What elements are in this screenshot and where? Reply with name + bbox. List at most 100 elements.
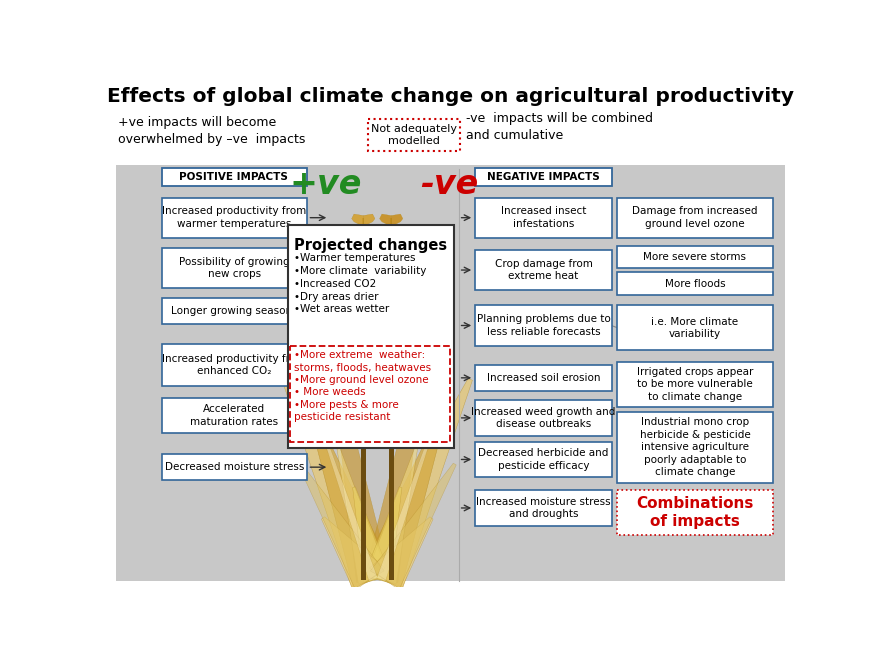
Polygon shape [363,243,375,255]
Text: Increased soil erosion: Increased soil erosion [486,373,600,383]
FancyBboxPatch shape [474,250,611,290]
FancyBboxPatch shape [474,167,611,186]
Text: +ve: +ve [289,168,361,201]
Polygon shape [298,463,384,588]
Polygon shape [390,217,392,318]
Text: -ve: -ve [420,168,478,201]
FancyBboxPatch shape [616,272,773,295]
Polygon shape [377,387,447,581]
Polygon shape [351,214,363,227]
FancyBboxPatch shape [474,364,611,391]
Polygon shape [391,257,402,270]
FancyBboxPatch shape [162,344,306,386]
FancyBboxPatch shape [616,306,773,350]
FancyBboxPatch shape [474,490,611,526]
Text: Increased productivity from
enhanced CO₂: Increased productivity from enhanced CO₂ [162,353,306,376]
FancyBboxPatch shape [474,198,611,238]
Polygon shape [391,214,402,227]
FancyBboxPatch shape [474,442,611,477]
Text: Decreased moisture stress: Decreased moisture stress [164,462,304,472]
Polygon shape [370,463,456,588]
Polygon shape [360,402,449,587]
Text: More severe storms: More severe storms [643,252,745,262]
Text: Damage from increased
ground level ozone: Damage from increased ground level ozone [631,206,757,229]
Text: Increased weed growth and
disease outbreaks: Increased weed growth and disease outbre… [471,407,615,429]
Polygon shape [351,285,363,298]
FancyBboxPatch shape [162,198,306,238]
Polygon shape [363,257,375,270]
Polygon shape [379,272,391,283]
FancyBboxPatch shape [290,345,450,442]
Polygon shape [328,348,390,583]
FancyBboxPatch shape [474,400,611,436]
Text: Planning problems due to
less reliable forecasts: Planning problems due to less reliable f… [476,314,609,337]
Polygon shape [363,229,375,241]
Text: Not adequately
modelled: Not adequately modelled [371,124,457,146]
FancyBboxPatch shape [616,490,773,535]
FancyBboxPatch shape [288,225,453,448]
Polygon shape [352,487,391,583]
Polygon shape [366,448,417,583]
Text: i.e. More climate
variability: i.e. More climate variability [651,316,738,339]
Text: Increased productivity from
warmer temperatures: Increased productivity from warmer tempe… [162,206,306,229]
Text: Industrial mono crop
herbicide & pesticide
intensive agriculture
poorly adaptabl: Industrial mono crop herbicide & pestici… [639,417,750,477]
Polygon shape [379,300,391,312]
Polygon shape [361,318,365,579]
Polygon shape [351,272,363,283]
Polygon shape [391,300,402,312]
Polygon shape [351,229,363,241]
Polygon shape [363,214,375,227]
Text: +ve impacts will become
overwhelmed by –ve  impacts: +ve impacts will become overwhelmed by –… [118,117,305,146]
Polygon shape [351,300,363,312]
FancyBboxPatch shape [116,165,784,581]
FancyBboxPatch shape [368,119,460,152]
Polygon shape [379,285,391,298]
FancyBboxPatch shape [616,198,773,238]
Polygon shape [362,217,364,318]
FancyBboxPatch shape [474,306,611,345]
Text: Increased insect
infestations: Increased insect infestations [500,206,586,229]
Text: Decreased herbicide and
pesticide efficacy: Decreased herbicide and pesticide effica… [478,448,608,471]
Polygon shape [391,285,402,298]
Text: Projected changes: Projected changes [294,238,447,252]
Polygon shape [391,243,402,255]
Polygon shape [359,378,471,589]
Polygon shape [379,229,391,241]
Text: Crop damage from
extreme heat: Crop damage from extreme heat [494,259,592,281]
FancyBboxPatch shape [162,248,306,288]
Polygon shape [379,214,391,227]
Text: •Warmer temperatures
•More climate  variability
•Increased CO2
•Dry areas drier
: •Warmer temperatures •More climate varia… [294,253,426,314]
Text: Accelerated
maturation rates: Accelerated maturation rates [190,405,278,427]
Polygon shape [379,257,391,270]
Polygon shape [351,243,363,255]
Polygon shape [391,229,402,241]
Polygon shape [363,300,375,312]
Text: More floods: More floods [664,279,724,289]
FancyBboxPatch shape [162,167,306,186]
Text: Irrigated crops appear
to be more vulnerable
to climate change: Irrigated crops appear to be more vulner… [636,367,752,402]
Polygon shape [306,387,378,581]
Text: Longer growing seasons: Longer growing seasons [170,306,298,316]
FancyBboxPatch shape [162,398,306,433]
FancyBboxPatch shape [616,246,773,268]
Text: Combinations
of impacts: Combinations of impacts [636,496,752,529]
Text: •More extreme  weather:
storms, floods, heatwaves
•More ground level ozone
• Mor: •More extreme weather: storms, floods, h… [294,350,431,422]
Polygon shape [391,272,402,283]
Polygon shape [369,517,433,591]
Text: Effects of global climate change on agricultural productivity: Effects of global climate change on agri… [106,86,793,105]
Polygon shape [363,272,375,283]
Polygon shape [321,517,385,591]
FancyBboxPatch shape [616,412,773,482]
Polygon shape [388,318,393,579]
Polygon shape [306,402,393,587]
Polygon shape [363,487,401,583]
Polygon shape [282,378,394,589]
Text: Increased moisture stress
and droughts: Increased moisture stress and droughts [476,497,610,519]
Text: Possibility of growing
new crops: Possibility of growing new crops [179,256,289,279]
FancyBboxPatch shape [162,454,306,480]
Polygon shape [363,285,375,298]
Text: -ve  impacts will be combined
and cumulative: -ve impacts will be combined and cumulat… [466,112,652,142]
Polygon shape [379,243,391,255]
Text: POSITIVE IMPACTS: POSITIVE IMPACTS [179,172,288,182]
FancyBboxPatch shape [162,298,306,324]
